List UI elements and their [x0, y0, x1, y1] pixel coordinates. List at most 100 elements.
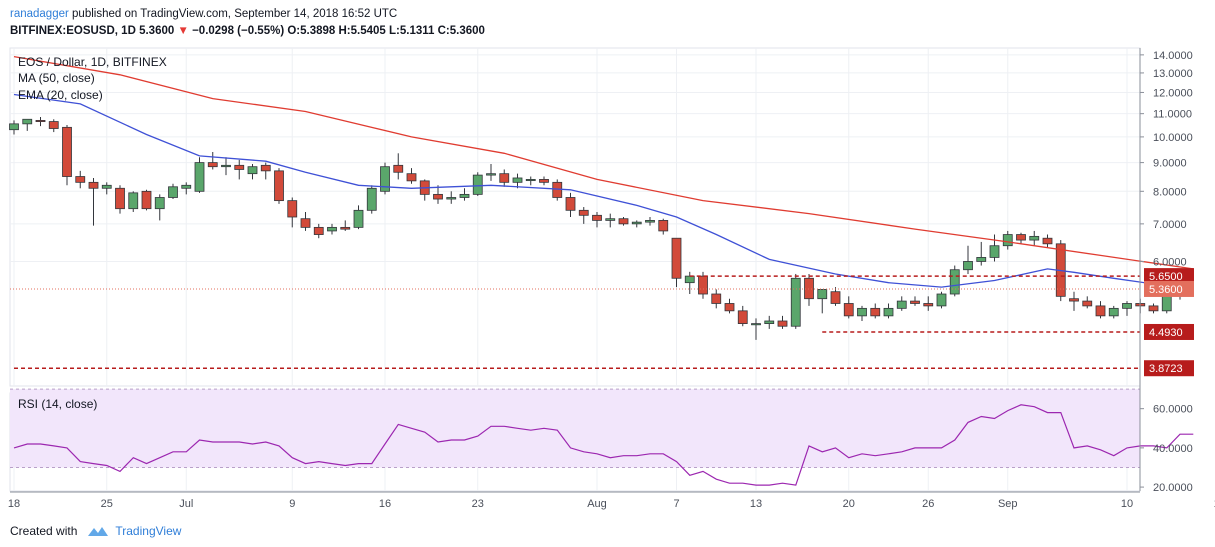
time-tick-label: 26 [922, 498, 934, 510]
candle-body [115, 187, 125, 210]
candle-body [380, 166, 390, 192]
candle-body [910, 300, 920, 304]
price-tick-label: 10.0000 [1153, 132, 1193, 144]
candle-body [1082, 300, 1093, 307]
candle-body [764, 320, 775, 324]
candle-body [433, 193, 443, 200]
candle-body [618, 218, 629, 225]
indicator-lines [13, 55, 1194, 486]
candle-body [88, 181, 99, 189]
candle-body [260, 164, 271, 172]
candle-body [9, 123, 19, 131]
published-text: published on TradingView.com, September … [72, 8, 398, 20]
candle-body [777, 320, 788, 327]
candle-body [711, 293, 722, 304]
candle-body [406, 173, 417, 182]
price-tick-label: 14.0000 [1153, 50, 1193, 62]
candle-body [512, 177, 523, 183]
horizontal-levels: 5.6500 4.4930 3.8723 5.3600 [10, 268, 1194, 377]
level-label: 3.8723 [1149, 363, 1183, 375]
tradingview-link[interactable]: TradingView [115, 524, 182, 538]
last-price-label-box [1144, 280, 1194, 297]
candle-body [181, 184, 192, 189]
candle-body [446, 197, 457, 200]
time-tick-label: 20 [843, 498, 855, 510]
candle-body [539, 179, 549, 183]
time-tick-label: 25 [101, 498, 113, 510]
candle-body [154, 197, 165, 210]
candle-body [684, 275, 695, 284]
candle-body [1069, 298, 1079, 302]
legend-ema: EMA (20, close) [18, 88, 103, 102]
last-price-label: 5.3600 [1149, 284, 1183, 296]
candle-body [313, 226, 324, 235]
candle-body [565, 197, 576, 211]
level-label-box [1144, 268, 1194, 285]
price-tick-label: 7.0000 [1153, 219, 1187, 231]
price-tick-label: 12.0000 [1153, 87, 1193, 99]
time-tick-label: 9 [289, 498, 295, 510]
tradingview-logo-icon [88, 527, 109, 536]
rsi-band [10, 389, 1140, 468]
created-with-text: Created with [10, 524, 78, 538]
candle-body [552, 181, 563, 198]
candle-body [737, 310, 748, 324]
legend-ma: MA (50, close) [18, 71, 95, 85]
candle-body [1095, 305, 1106, 317]
legend-rsi: RSI (14, close) [18, 397, 97, 411]
time-tick-label: 23 [472, 498, 484, 510]
time-tick-label: 7 [673, 498, 679, 510]
time-tick-label: 18 [8, 498, 20, 510]
candle-body [234, 164, 245, 170]
ema20-line [13, 93, 1194, 288]
candle-body [499, 173, 510, 183]
candle-body [1108, 307, 1119, 317]
level-label-box [1144, 360, 1194, 377]
candle-body [1016, 234, 1026, 241]
time-tick-label: 10 [1121, 498, 1133, 510]
rsi-tick-label: 20.0000 [1153, 482, 1193, 494]
candle-body [300, 218, 311, 228]
candle-body [194, 162, 205, 192]
price-tick-label: 6.0000 [1153, 256, 1187, 268]
candle-body [221, 164, 231, 168]
candle-body [287, 200, 298, 218]
candle-body [817, 289, 828, 300]
footer: Created with TradingView [10, 524, 181, 538]
candle-body [605, 218, 616, 221]
candle-body [631, 221, 642, 225]
time-tick-label: Jul [179, 498, 193, 510]
legend-layer: EOS / Dollar, 1D, BITFINEX MA (50, close… [18, 55, 167, 411]
candle-body [393, 164, 404, 173]
candle-body [870, 307, 881, 317]
author-link[interactable]: ranadagger [10, 8, 69, 20]
candle-body [963, 261, 973, 271]
price-tick-label: 11.0000 [1153, 109, 1192, 121]
rsi-line [13, 404, 1194, 486]
candle-body [353, 209, 364, 228]
level-label: 5.6500 [1149, 271, 1183, 283]
candle-body [1029, 235, 1040, 241]
time-tick-label: 16 [379, 498, 391, 510]
candle-body [1148, 305, 1159, 312]
candle-body [751, 323, 761, 326]
candle-body [62, 126, 72, 177]
candle-body [274, 170, 284, 202]
candle-body [366, 187, 377, 211]
candle-body [207, 162, 218, 168]
time-tick-label: Sep [998, 498, 1018, 510]
candle-body [592, 214, 602, 221]
candle-body [247, 166, 258, 175]
rsi-tick-label: 60.0000 [1153, 404, 1193, 416]
candle-body [896, 300, 907, 309]
symbol-info: BITFINEX:EOSUSD, 1D 5.3600 ▼ −0.0298 (−0… [10, 25, 485, 37]
candle-body [658, 220, 669, 232]
rsi-grid [9, 388, 1141, 492]
publish-info: ranadagger published on TradingView.com,… [10, 8, 397, 20]
candle-body [949, 269, 960, 295]
candle-body [843, 303, 854, 317]
candle-body [883, 307, 894, 317]
price-change: −0.0298 (−0.55%) [192, 25, 285, 37]
level-label: 4.4930 [1149, 327, 1183, 339]
